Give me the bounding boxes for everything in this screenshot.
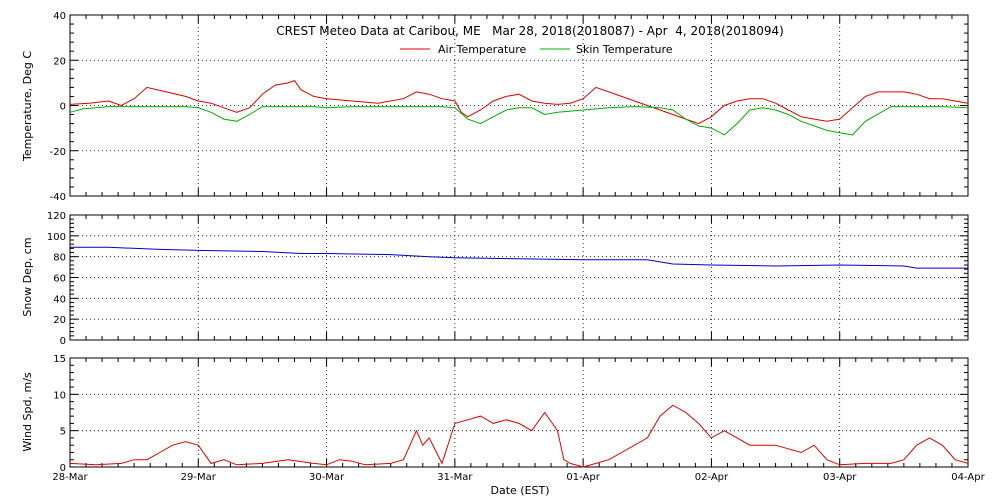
wind-speed-y-axis-title: Wind Spd, m/s (21, 372, 34, 452)
x-tick-label: 30-Mar (309, 472, 345, 483)
x-tick-label: 03-Apr (823, 472, 857, 483)
x-tick-label: 04-Apr (951, 472, 985, 483)
wind-speed-y-tick-label: 0 (60, 463, 66, 474)
wind-speed-y-tick-label: 15 (53, 354, 66, 365)
snow-depth-y-tick-label: 100 (47, 232, 66, 243)
snow-depth-y-tick-label: 60 (53, 274, 66, 285)
x-tick-label: 02-Apr (695, 472, 729, 483)
x-tick-label: 28-Mar (52, 472, 88, 483)
legend-label-skin-temperature: Skin Temperature (576, 43, 673, 56)
x-tick-label: 01-Apr (566, 472, 600, 483)
wind-speed-y-tick-label: 10 (53, 390, 66, 401)
temperature-y-tick-label: 20 (53, 56, 66, 67)
snow-depth-y-tick-label: 40 (53, 294, 66, 305)
chart-title: CREST Meteo Data at Caribou, ME Mar 28, … (276, 24, 784, 38)
legend: Air Temperature Skin Temperature (400, 43, 673, 56)
snow-depth-panel: Snow Dep, cm 0 20 40 60 80 100 120 (21, 211, 969, 347)
temperature-y-tick-label: -20 (50, 147, 66, 158)
snow-depth-y-tick-label: 20 (53, 315, 66, 326)
snow-depth-series-0-line (70, 246, 968, 269)
air-temperature-line (69, 80, 969, 125)
legend-label-air-temperature: Air Temperature (438, 43, 527, 56)
x-tick-label: 29-Mar (181, 472, 217, 483)
skin-temperature-line (69, 106, 969, 136)
temperature-y-tick-label: 0 (60, 102, 66, 113)
wind-speed-plot-frame (69, 357, 969, 468)
wind-speed-y-tick-label: 5 (60, 427, 66, 438)
wind-speed-panel: Wind Spd, m/s Date (EST) 0 5 10 15 28-Mar 29-… (21, 354, 986, 497)
temperature-y-tick-label: -40 (50, 192, 66, 203)
temperature-panel: Temperature, Deg C -40 -20 0 20 40 (21, 11, 969, 203)
snow-depth-y-axis-title: Snow Dep, cm (21, 237, 34, 316)
wind-speed-series-0-line (69, 404, 969, 468)
temperature-y-tick-label: 40 (53, 11, 66, 22)
temperature-y-axis-title: Temperature, Deg C (21, 51, 34, 162)
snow-depth-y-tick-label: 0 (60, 336, 66, 347)
snow-depth-y-tick-label: 120 (47, 211, 66, 222)
x-tick-label: 31-Mar (437, 472, 473, 483)
date-x-axis-title: Date (EST) (490, 484, 549, 497)
snow-depth-y-tick-label: 80 (53, 253, 66, 264)
